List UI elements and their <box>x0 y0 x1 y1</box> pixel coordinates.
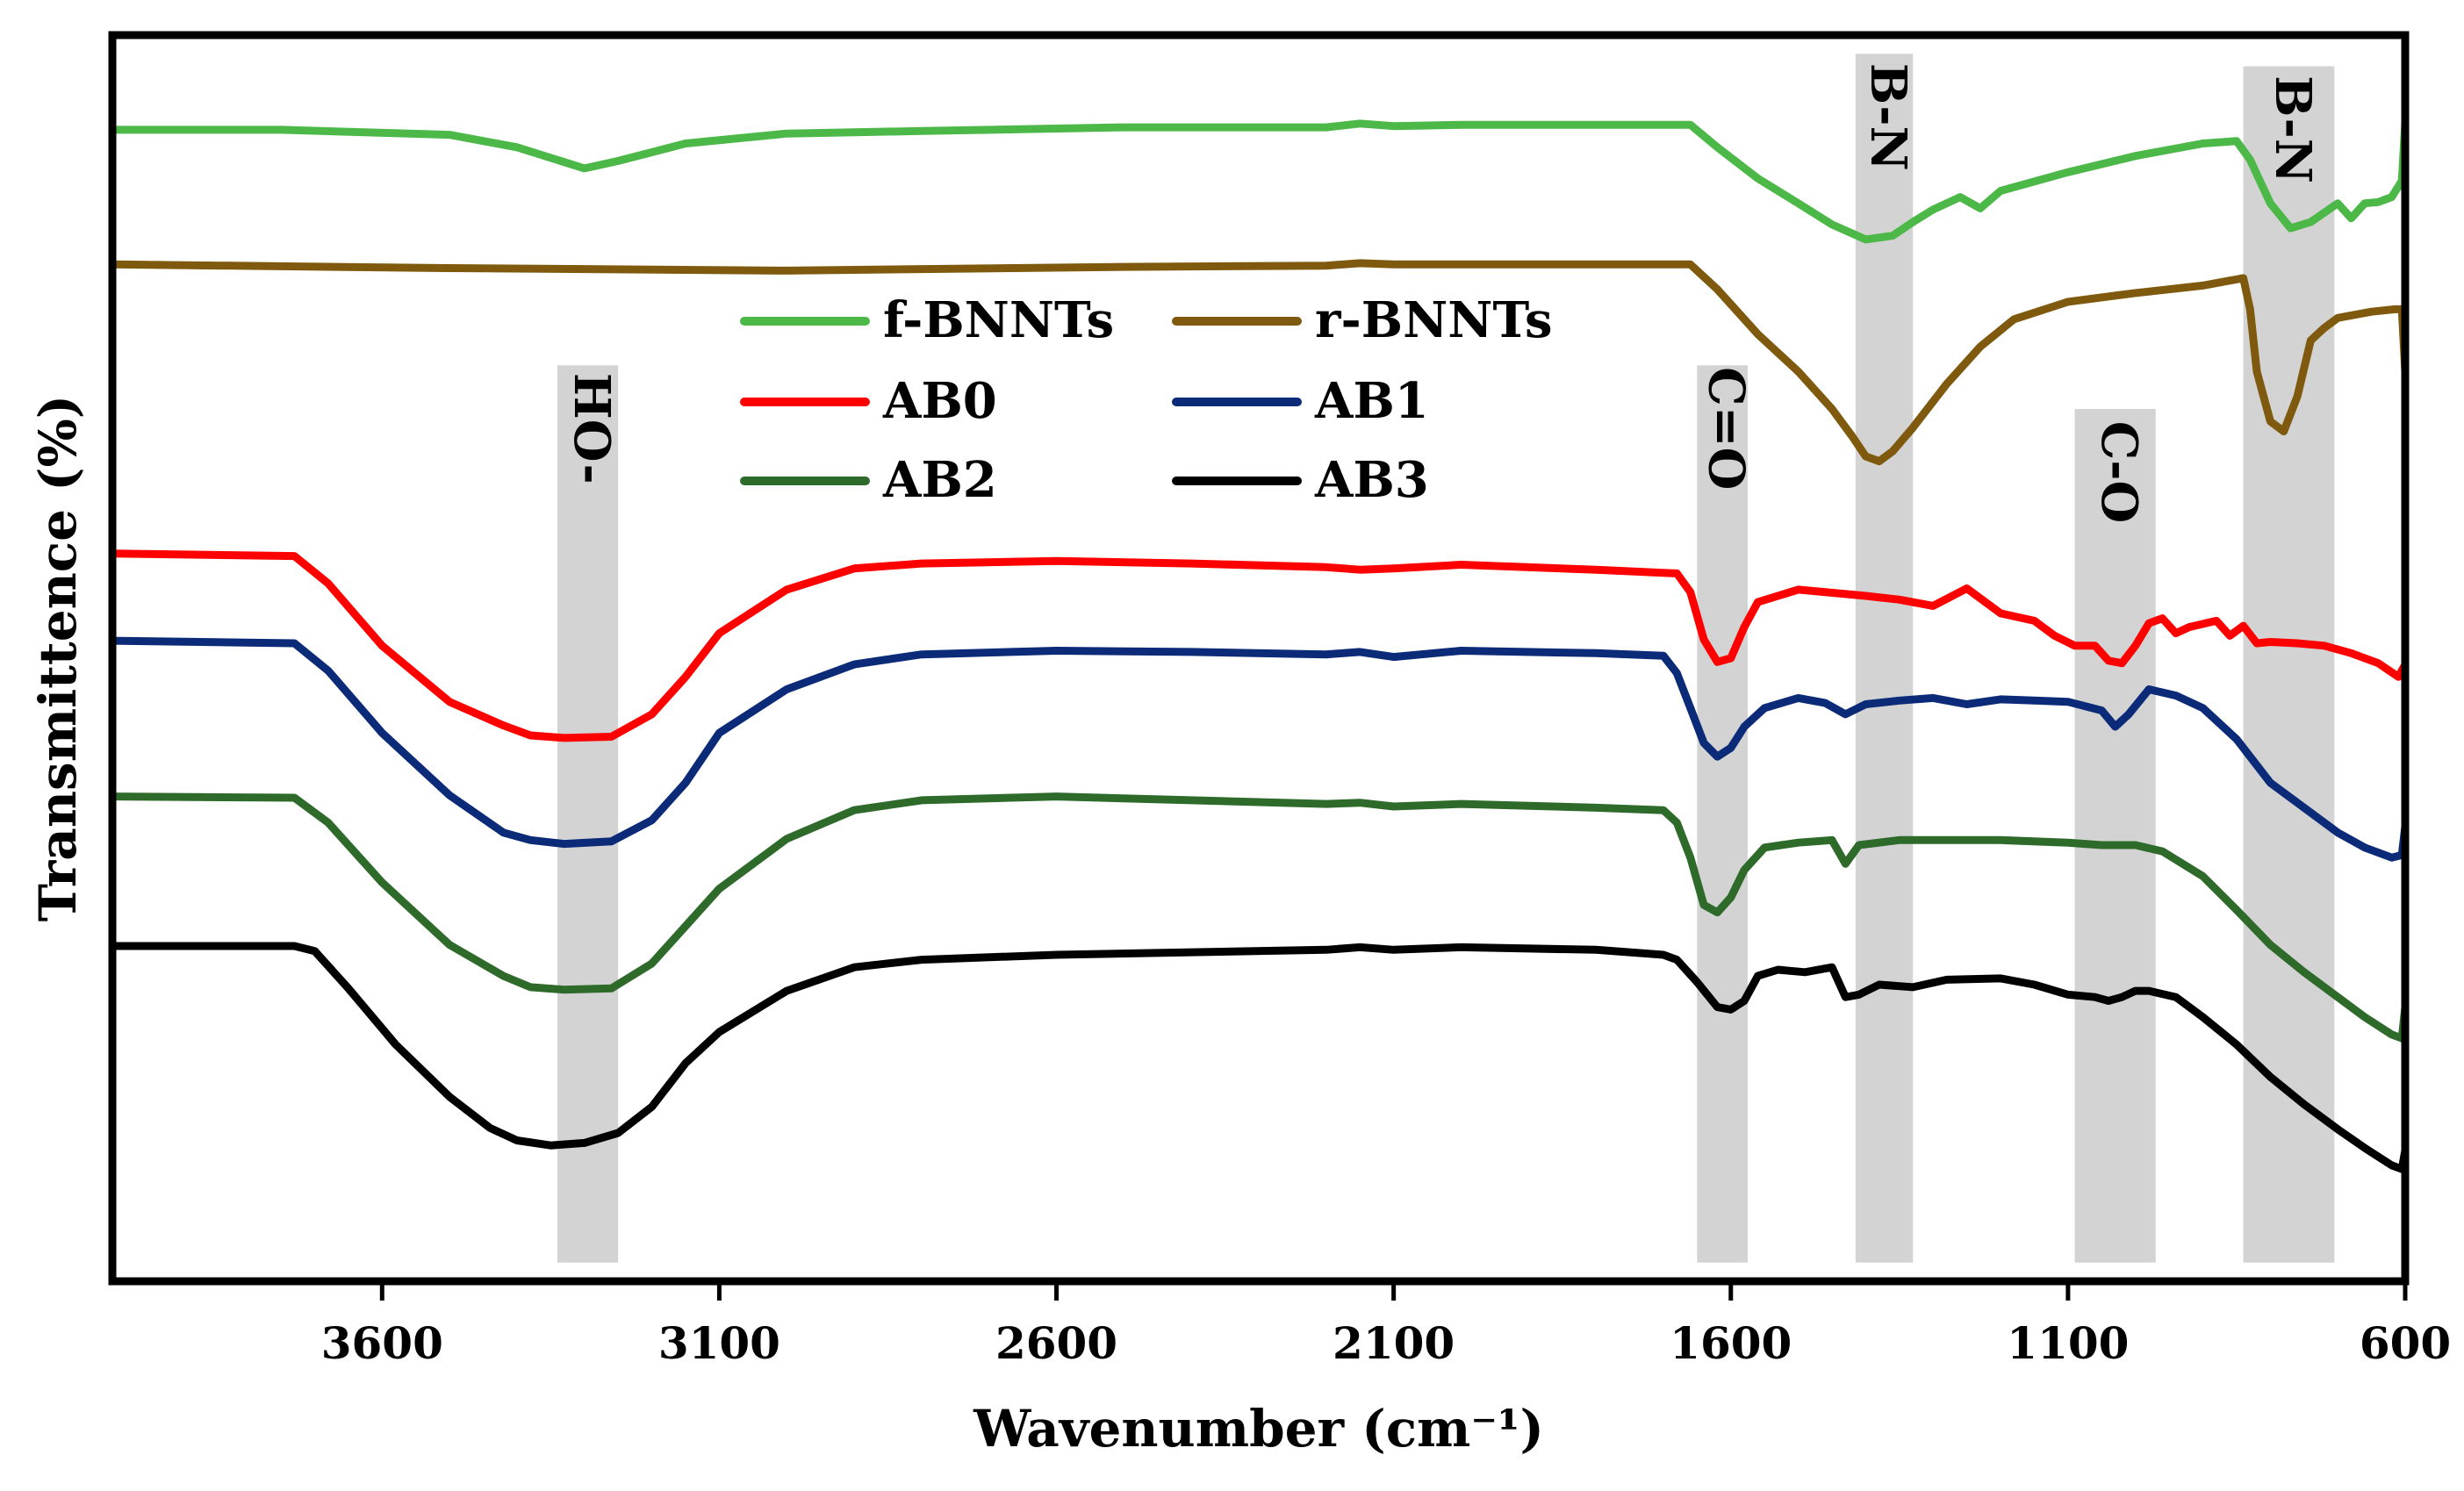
series-line-ab1 <box>108 636 2410 862</box>
x-tick-label-3100: 3100 <box>658 1317 780 1369</box>
band-b-n-4 <box>2243 66 2335 1263</box>
x-tick-label-2600: 2600 <box>995 1317 1117 1369</box>
plot-frame <box>108 31 2410 1286</box>
x-tick-label-2100: 2100 <box>1333 1317 1455 1369</box>
series-line-f-bnnts <box>108 118 2410 244</box>
legend-label-ab2: AB2 <box>882 451 997 509</box>
legend: f-BNNTs r-BNNTs AB0 AB1 AB2 AB3 <box>740 291 1553 509</box>
y-axis-label: Transmittence (%) <box>28 395 88 921</box>
x-tick-label-1100: 1100 <box>2007 1317 2129 1369</box>
legend-label-f-bnnts: f-BNNTs <box>883 291 1114 349</box>
band-ho-0 <box>557 365 619 1263</box>
legend-label-r-bnnts: r-BNNTs <box>1315 291 1553 349</box>
band-label-b-n-4: B-N <box>2264 75 2322 183</box>
series-line-ab2 <box>108 792 2410 1043</box>
series-line-r-bnnts <box>108 259 2410 466</box>
band-label-b-n-2: B-N <box>1859 63 1917 171</box>
band-layer <box>557 54 2335 1263</box>
x-axis-label: Wavenumber (cm⁻¹) <box>973 1399 1544 1459</box>
band-label-ho-0: HO- <box>563 373 621 484</box>
legend-label-ab1: AB1 <box>1314 372 1429 430</box>
series-line-ab3 <box>108 942 2410 1173</box>
band-b-n-2 <box>1855 54 1914 1263</box>
x-tick-label-600: 600 <box>2360 1317 2451 1369</box>
band-c-o-1 <box>1697 365 1748 1263</box>
x-axis: 3600 3100 2600 2100 1600 1100 600 <box>321 1281 2451 1369</box>
legend-label-ab0: AB0 <box>882 372 997 430</box>
band-label-c-o-3: C-O <box>2090 421 2148 524</box>
band-label-c-o-1: C=O <box>1697 367 1755 490</box>
x-tick-label-1600: 1600 <box>1670 1317 1792 1369</box>
legend-label-ab3: AB3 <box>1314 451 1429 509</box>
x-tick-label-3600: 3600 <box>321 1317 443 1369</box>
series-layer <box>108 118 2410 1173</box>
series-line-ab0 <box>108 549 2410 742</box>
band-labels: HO- C=O B-N C-O B-N <box>563 63 2322 523</box>
band-c-o-3 <box>2074 409 2156 1263</box>
